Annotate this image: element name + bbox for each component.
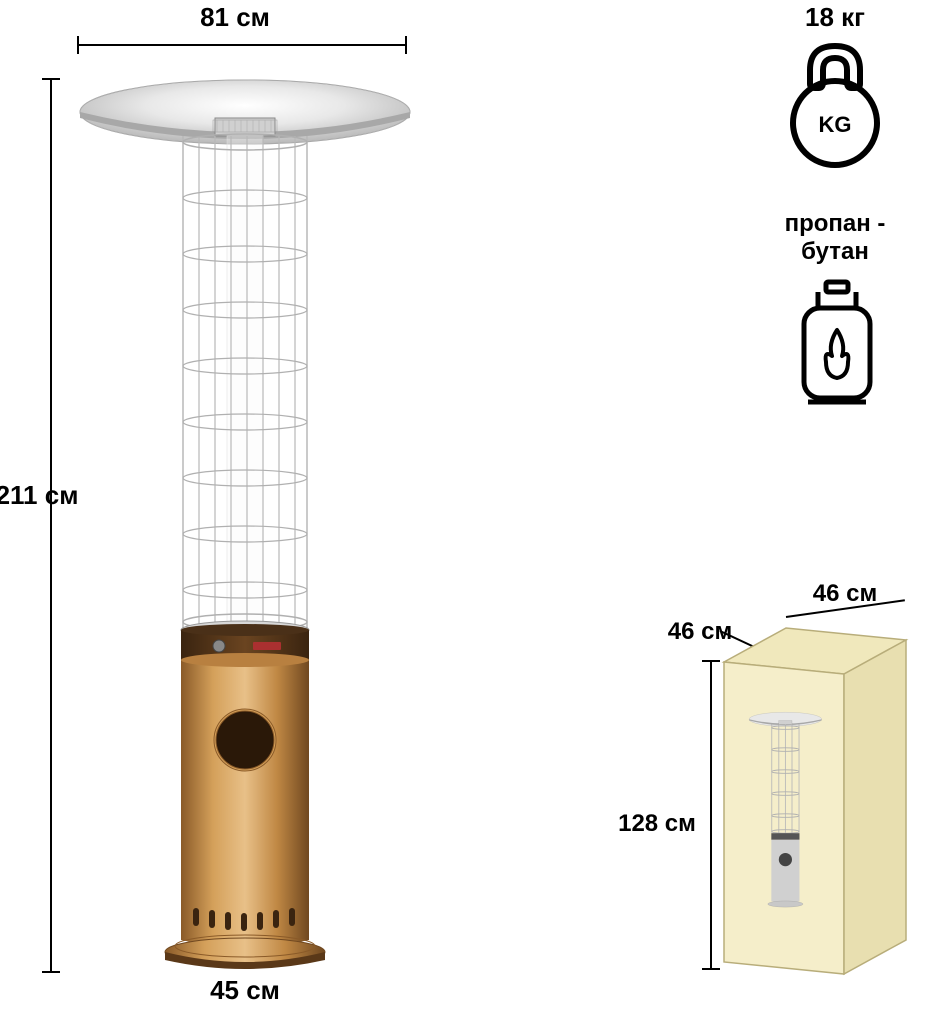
box-height-label: 128 см <box>612 810 702 838</box>
kettlebell-icon: KG <box>775 38 895 168</box>
height-dim-tick-bot <box>42 971 60 973</box>
top-dim-line <box>77 44 407 46</box>
box-height-dim <box>710 660 712 970</box>
box-height-tick-top <box>702 660 720 662</box>
height-dim-tick-top <box>42 78 60 80</box>
fuel-label-2: бутан <box>760 238 910 266</box>
height-dim-line <box>50 78 52 973</box>
top-dim-tick-right <box>405 36 407 54</box>
top-width-label: 81 см <box>175 2 295 33</box>
svg-text:KG: KG <box>819 112 852 137</box>
patio-heater-illustration <box>75 70 415 980</box>
height-label: 211 см <box>0 480 82 511</box>
weight-label: 18 кг <box>790 2 880 33</box>
box-height-tick-bot <box>702 968 720 970</box>
fuel-label-1: пропан - <box>760 210 910 238</box>
top-dim-tick-left <box>77 36 79 54</box>
packaging-box <box>720 600 920 980</box>
gas-cylinder-icon <box>790 278 885 408</box>
